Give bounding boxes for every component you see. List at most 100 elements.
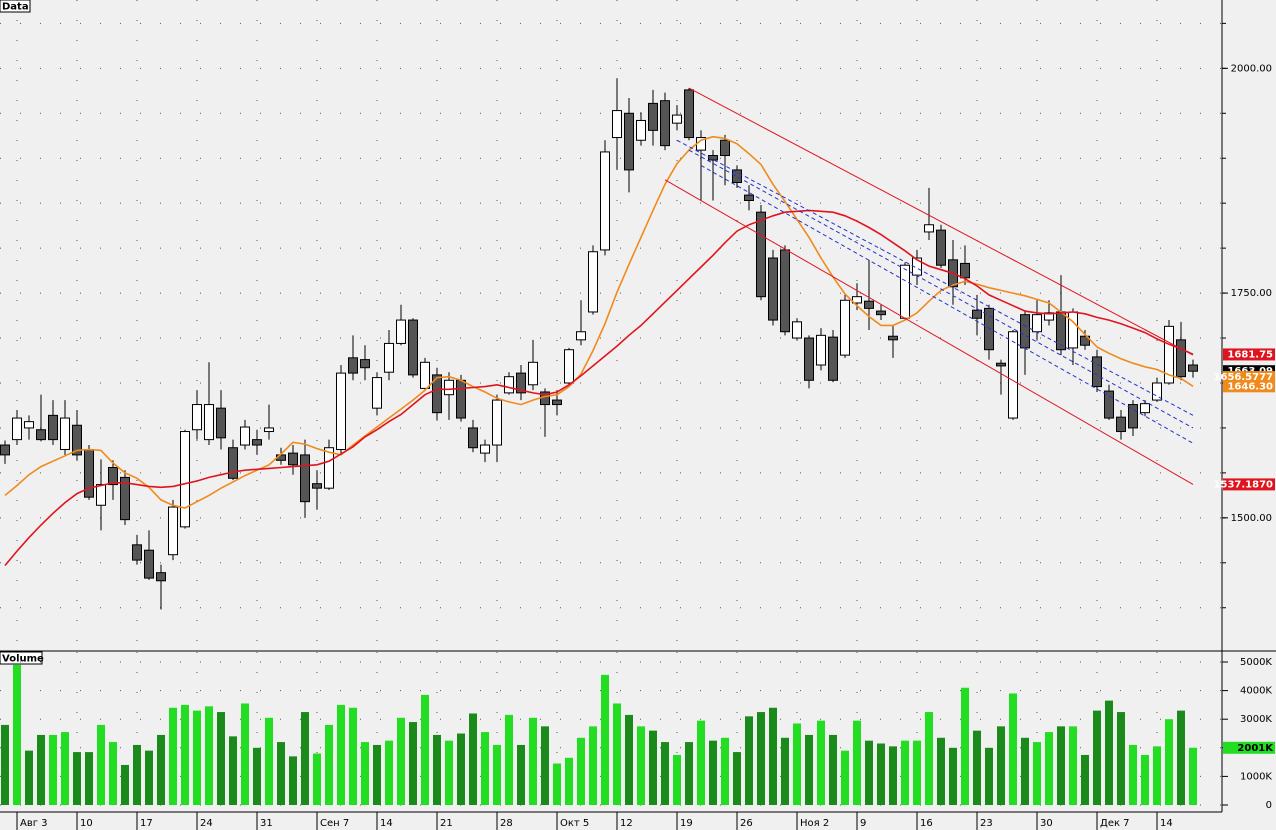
volume-bar xyxy=(625,714,633,805)
volume-bar xyxy=(481,732,489,805)
volume-bar xyxy=(913,740,921,805)
volume-bar xyxy=(601,674,609,805)
volume-bar xyxy=(781,737,789,805)
candle-body xyxy=(588,251,598,313)
volume-bar xyxy=(1189,747,1197,805)
volume-bar xyxy=(733,752,741,805)
y-tick-label: 2000.00 xyxy=(1231,63,1272,74)
volume-bar xyxy=(637,726,645,805)
volume-bar xyxy=(217,712,225,805)
x-tick-label: 28 xyxy=(500,818,513,829)
candle-body xyxy=(468,427,478,449)
volume-bar xyxy=(553,763,561,805)
candle-body xyxy=(96,484,106,506)
candle-body xyxy=(48,414,58,441)
volume-bar xyxy=(1093,710,1101,805)
panel-title: Data xyxy=(2,2,29,13)
candle-body xyxy=(612,110,622,139)
volume-bar xyxy=(697,720,705,805)
candle-body xyxy=(744,194,754,201)
volume-bar xyxy=(577,737,585,805)
volume-bar xyxy=(517,744,525,805)
volume-bar xyxy=(493,744,501,805)
candle-body xyxy=(492,399,502,446)
candle-body xyxy=(480,444,490,454)
volume-bar xyxy=(193,710,201,805)
candle-body xyxy=(876,310,886,316)
volume-bar xyxy=(445,740,453,805)
volume-bar xyxy=(805,734,813,805)
candle-body xyxy=(660,100,670,147)
volume-bar xyxy=(877,743,885,805)
x-tick-label: 23 xyxy=(980,818,993,829)
volume-bar xyxy=(709,740,717,805)
candle-body xyxy=(972,309,982,319)
volume-bar xyxy=(649,730,657,805)
ma-line xyxy=(4,209,1194,567)
volume-bar xyxy=(889,746,897,805)
volume-bar xyxy=(73,752,81,805)
candle-body xyxy=(0,444,10,456)
candle-body xyxy=(204,404,214,441)
panel-title-box xyxy=(0,0,31,13)
price-marker-label: 2001K xyxy=(1237,743,1274,754)
y-tick-label: 4000K xyxy=(1240,686,1272,697)
candle-body xyxy=(840,299,850,356)
candle-body xyxy=(852,296,862,304)
x-tick-label: 10 xyxy=(80,818,93,829)
candle-body xyxy=(804,337,814,381)
panel-title-box xyxy=(0,651,43,665)
candle-body xyxy=(324,447,334,489)
trend-line xyxy=(688,149,1194,429)
volume-bar xyxy=(745,716,753,805)
candle-body xyxy=(420,361,430,389)
volume-bar xyxy=(829,734,837,805)
volume-bar xyxy=(769,707,777,805)
x-tick-label: 9 xyxy=(860,818,866,829)
x-tick-label: Окт 5 xyxy=(560,818,589,829)
x-tick-label: 16 xyxy=(920,818,933,829)
candle-body xyxy=(288,452,298,466)
y-tick-label: 3000K xyxy=(1240,714,1272,725)
price-marker-label: 1537.1870 xyxy=(1214,479,1274,490)
volume-bar xyxy=(613,703,621,805)
volume-bar xyxy=(853,720,861,805)
volume-bar xyxy=(985,747,993,805)
candle-body xyxy=(1032,314,1042,333)
volume-bar xyxy=(1081,754,1089,805)
candle-body xyxy=(108,466,118,486)
candle-body xyxy=(1080,335,1090,346)
volume-bar xyxy=(685,742,693,805)
volume-bar xyxy=(373,744,381,805)
candle-body xyxy=(1104,390,1114,419)
volume-bar xyxy=(49,734,57,805)
candle-body xyxy=(792,321,802,339)
candle-body xyxy=(456,379,466,419)
volume-bar xyxy=(1105,700,1113,805)
x-tick-label: 14 xyxy=(1160,818,1173,829)
candle-body xyxy=(300,454,310,503)
volume-bar xyxy=(565,757,573,805)
candle-body xyxy=(912,257,922,276)
candle-body xyxy=(600,151,610,251)
price-marker xyxy=(1223,348,1275,361)
candle-body xyxy=(516,372,526,394)
volume-bar xyxy=(973,730,981,805)
candle-body xyxy=(648,102,658,131)
candle-body xyxy=(828,336,838,381)
x-tick-label: 30 xyxy=(1040,818,1053,829)
candle-body xyxy=(156,572,166,582)
candle-body xyxy=(900,264,910,319)
volume-bar xyxy=(169,707,177,805)
price-marker-label: 1646.30 xyxy=(1227,381,1273,392)
price-marker-label: 1681.75 xyxy=(1227,349,1273,360)
volume-bar xyxy=(529,717,537,805)
candle-body xyxy=(1152,382,1162,401)
volume-bar xyxy=(133,744,141,805)
volume-bar xyxy=(949,747,957,805)
panel-title: Volume xyxy=(2,654,44,665)
candle-body xyxy=(264,427,274,433)
candle-body xyxy=(384,342,394,373)
x-tick-label: Ноя 2 xyxy=(800,818,829,829)
